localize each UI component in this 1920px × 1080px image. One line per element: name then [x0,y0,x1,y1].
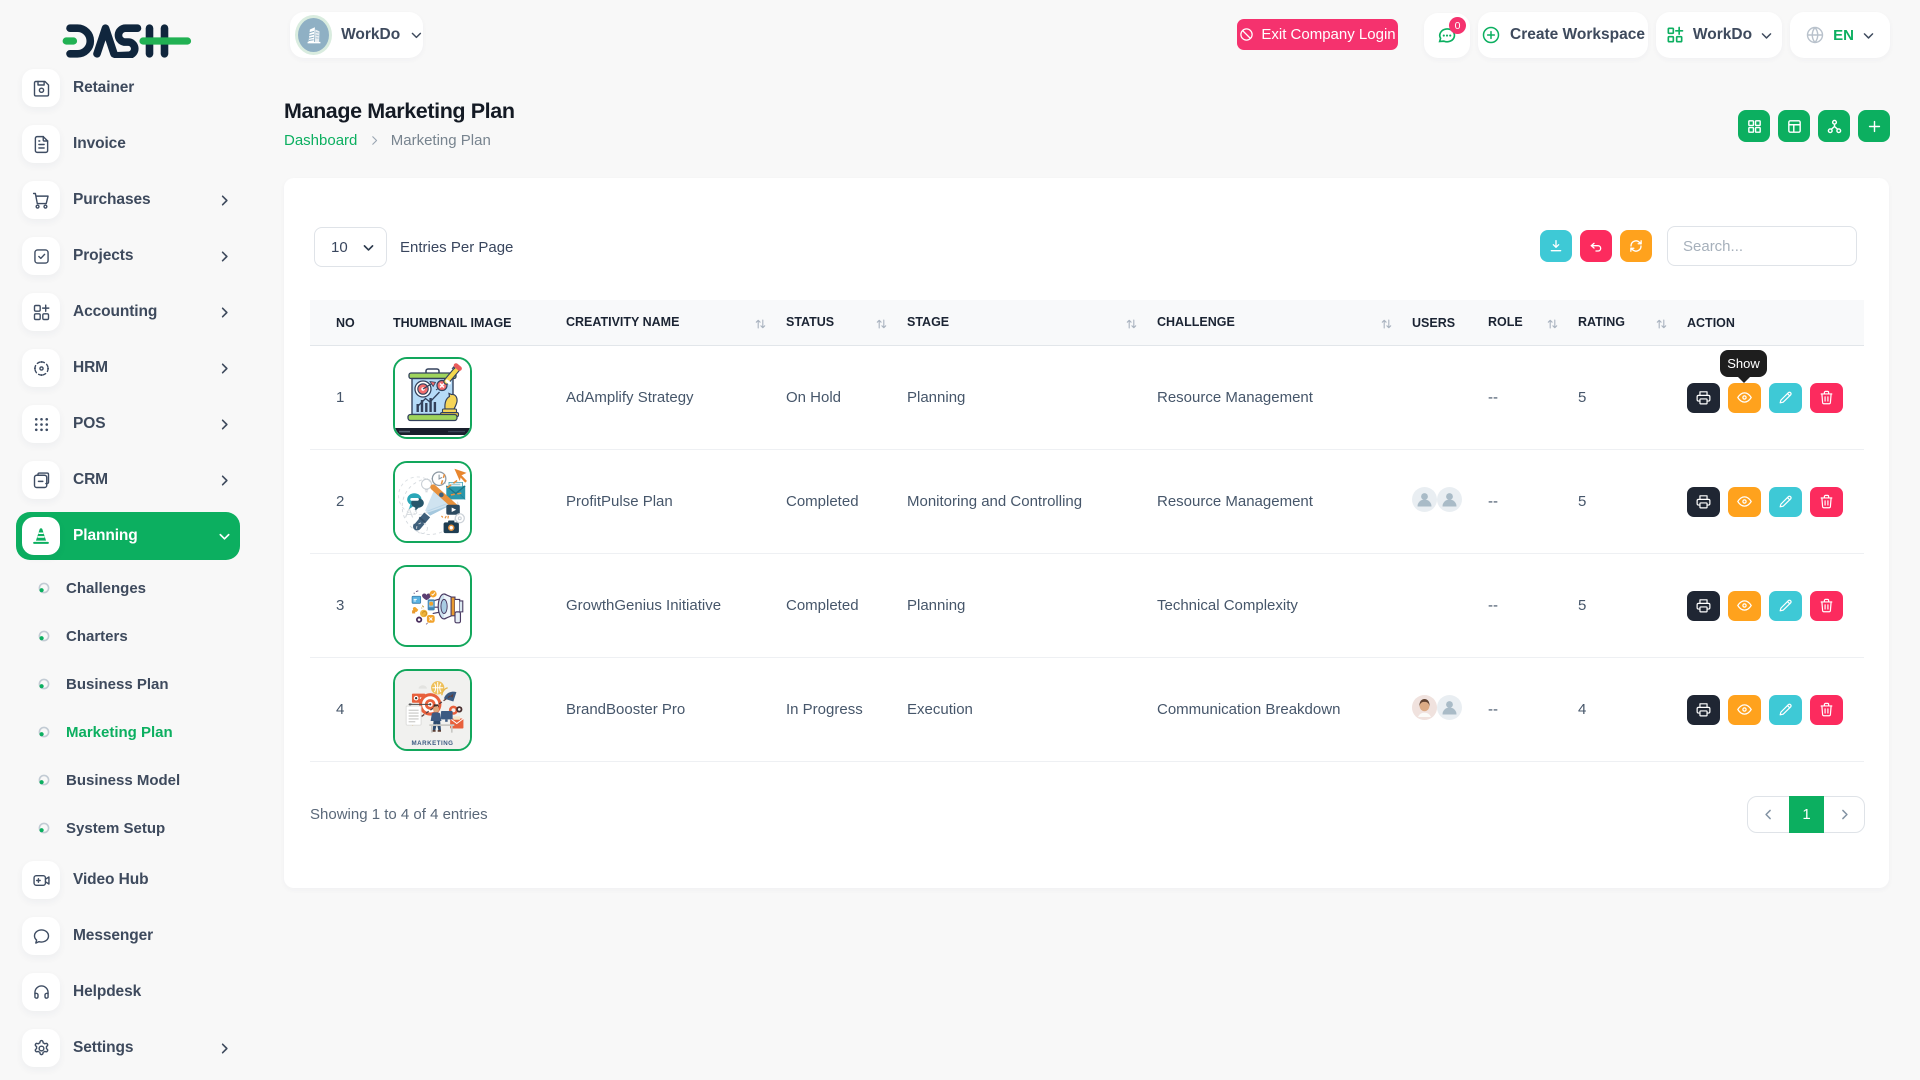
svg-text:MARKETING: MARKETING [412,740,454,747]
svg-text:A³: A³ [405,506,418,520]
